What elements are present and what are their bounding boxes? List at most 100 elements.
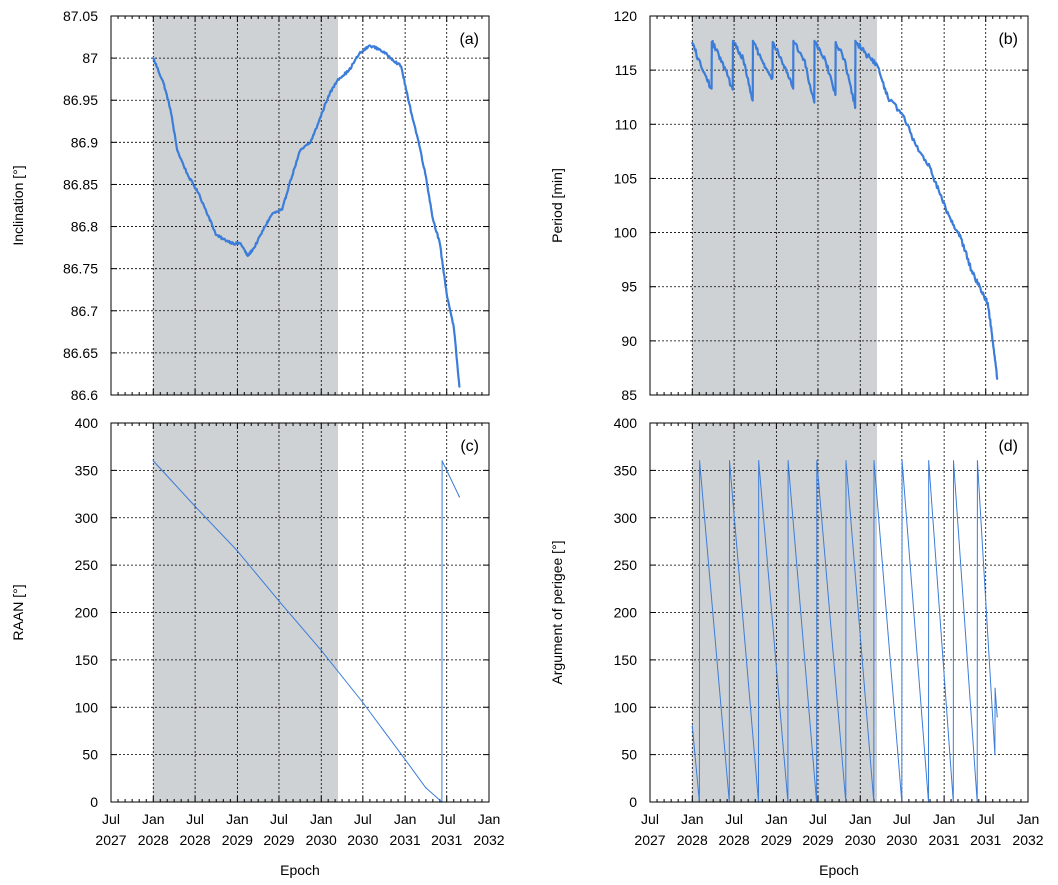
data-point bbox=[253, 247, 255, 249]
data-point bbox=[299, 150, 301, 152]
y-tick-label: 85 bbox=[621, 387, 637, 403]
data-point bbox=[453, 327, 455, 329]
data-point bbox=[782, 64, 785, 66]
data-point bbox=[194, 505, 196, 507]
x-tick-label-month: Jan bbox=[681, 811, 704, 827]
data-point bbox=[281, 209, 283, 211]
panel-label: (b) bbox=[998, 31, 1018, 48]
data-point bbox=[816, 460, 818, 462]
series-line bbox=[152, 460, 460, 803]
data-point bbox=[792, 40, 795, 42]
x-tick-label-month: Jul bbox=[977, 811, 995, 827]
data-point bbox=[771, 77, 774, 79]
x-tick-label-month: Jul bbox=[438, 811, 456, 827]
x-tick-label-month: Jan bbox=[765, 811, 788, 827]
plot-frame bbox=[649, 15, 1029, 396]
data-point bbox=[813, 40, 816, 42]
data-point bbox=[264, 226, 266, 228]
data-point bbox=[222, 238, 224, 240]
data-point bbox=[939, 194, 941, 196]
panel-label: (c) bbox=[460, 438, 479, 455]
y-tick-label: 110 bbox=[615, 116, 638, 132]
data-point bbox=[691, 725, 693, 727]
y-tick-label: 86.8 bbox=[71, 219, 98, 235]
x-tick-label-year: 2029 bbox=[263, 832, 294, 848]
data-point bbox=[792, 88, 794, 90]
x-tick-label-year: 2028 bbox=[677, 832, 708, 848]
y-tick-label: 250 bbox=[614, 557, 638, 573]
y-axis-label: Period [min] bbox=[549, 168, 565, 243]
data-point bbox=[994, 687, 996, 689]
data-point bbox=[169, 108, 171, 110]
x-tick-label-year: 2030 bbox=[886, 832, 917, 848]
data-point bbox=[928, 460, 930, 462]
data-point bbox=[987, 302, 989, 304]
data-point bbox=[439, 242, 441, 244]
data-point bbox=[337, 78, 339, 80]
y-tick-label: 86.6 bbox=[71, 387, 98, 403]
data-point bbox=[787, 460, 789, 462]
data-point bbox=[425, 175, 427, 177]
x-tick-label-year: 2030 bbox=[347, 832, 378, 848]
data-point bbox=[369, 44, 371, 47]
y-tick-label: 105 bbox=[614, 170, 638, 186]
data-point bbox=[176, 150, 178, 152]
data-point bbox=[432, 217, 434, 219]
x-tick-label-month: Jul bbox=[186, 811, 204, 827]
data-point bbox=[316, 124, 318, 127]
data-point bbox=[834, 94, 837, 96]
x-tick-label-month: Jul bbox=[893, 811, 911, 827]
x-tick-label-year: 2028 bbox=[180, 832, 211, 848]
y-tick-label: 400 bbox=[75, 415, 99, 431]
y-tick-label: 200 bbox=[614, 605, 638, 621]
x-tick-label-year: 2028 bbox=[719, 832, 750, 848]
y-tick-label: 86.75 bbox=[63, 261, 98, 277]
data-point bbox=[247, 255, 249, 257]
x-tick-label-month: Jan bbox=[310, 811, 333, 827]
data-point bbox=[813, 102, 815, 104]
y-tick-label: 86.95 bbox=[63, 92, 98, 108]
data-point bbox=[732, 89, 734, 91]
data-point bbox=[758, 460, 760, 462]
data-point bbox=[215, 234, 217, 236]
shaded-region bbox=[692, 16, 878, 395]
data-point bbox=[691, 42, 693, 44]
data-point bbox=[992, 340, 994, 342]
data-point bbox=[278, 600, 280, 602]
data-point bbox=[844, 58, 846, 60]
data-point bbox=[960, 237, 962, 239]
data-point bbox=[208, 217, 210, 219]
x-tick-label-month: Jan bbox=[394, 811, 417, 827]
y-tick-label: 86.65 bbox=[63, 345, 98, 361]
x-tick-label-month: Jul bbox=[102, 811, 120, 827]
panel-d: Jul 2027 Jan 2028 Jul 2028 Jan 2029 Jul 2029 Jan 20… bbox=[549, 415, 1044, 878]
panel-b: 85 90 95 100 105 110 115 120 (b) Period [min] bbox=[549, 8, 1029, 403]
data-point bbox=[187, 175, 189, 177]
y-tick-label: 0 bbox=[90, 794, 98, 810]
x-tick-label-year: 2031 bbox=[970, 832, 1001, 848]
x-tick-label-year: 2030 bbox=[845, 832, 876, 848]
data-point bbox=[348, 70, 350, 72]
data-point bbox=[418, 141, 420, 143]
x-tick-label-year: 2032 bbox=[1012, 832, 1043, 848]
data-point bbox=[824, 58, 826, 60]
y-tick-label: 350 bbox=[614, 462, 638, 478]
data-point bbox=[996, 716, 998, 718]
data-point bbox=[732, 40, 734, 42]
y-tick-label: 86.7 bbox=[71, 303, 98, 319]
x-tick-label-month: Jan bbox=[142, 811, 165, 827]
data-point bbox=[772, 41, 774, 43]
data-point bbox=[711, 41, 713, 43]
data-point bbox=[976, 460, 979, 462]
data-point bbox=[981, 291, 983, 293]
data-point bbox=[236, 550, 238, 552]
data-point bbox=[996, 378, 998, 380]
y-tick-label: 100 bbox=[75, 699, 99, 715]
y-tick-label: 86.9 bbox=[71, 134, 98, 150]
plot-frame bbox=[649, 422, 1029, 803]
x-tick-label-month: Jan bbox=[226, 811, 249, 827]
x-tick-label-month: Jul bbox=[641, 811, 659, 827]
y-tick-label: 250 bbox=[75, 557, 99, 573]
y-tick-label: 0 bbox=[629, 794, 637, 810]
x-tick-label-year: 2030 bbox=[306, 832, 337, 848]
